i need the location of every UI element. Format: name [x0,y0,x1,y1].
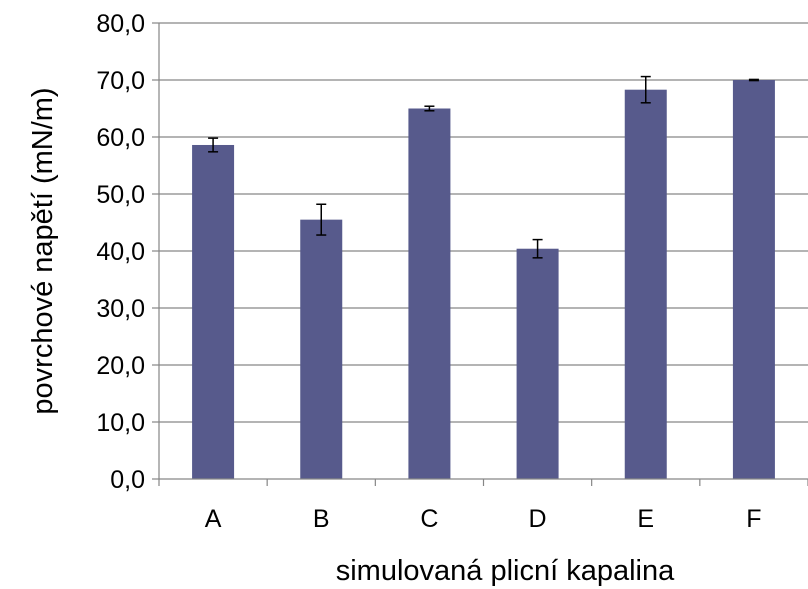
bar-c [408,108,451,479]
x-tick-label: F [746,505,761,533]
y-tick-label: 20,0 [96,352,145,380]
x-tick-label: C [420,505,438,533]
y-tick-labels: 0,0 10,0 20,0 30,0 40,0 50,0 60,0 70,0 80,0 [96,10,145,494]
x-tick-label: D [529,505,547,533]
x-tick-label: B [313,505,330,533]
y-tick-label: 0,0 [110,466,145,494]
bar-e [624,89,667,479]
y-axis-title: povrchové napětí (mN/m) [27,87,59,414]
y-tick-label: 30,0 [96,295,145,323]
bars [192,80,775,480]
x-tick-labels: A B C D E F [205,505,762,533]
gridlines [159,22,808,423]
axes [152,22,808,486]
x-axis-title: simulovaná plicní kapalina [336,555,675,587]
x-tick-label: A [205,505,222,533]
x-tick-label: E [637,505,654,533]
bar-b [300,219,343,479]
bar-a [192,144,235,480]
bar-d [516,248,559,479]
y-tick-label: 50,0 [96,181,145,209]
y-tick-label: 80,0 [96,10,145,38]
bar-f [732,80,775,479]
y-tick-label: 40,0 [96,238,145,266]
y-tick-label: 10,0 [96,409,145,437]
error-bars [208,75,759,259]
y-tick-label: 60,0 [96,124,145,152]
y-tick-label: 70,0 [96,67,145,95]
